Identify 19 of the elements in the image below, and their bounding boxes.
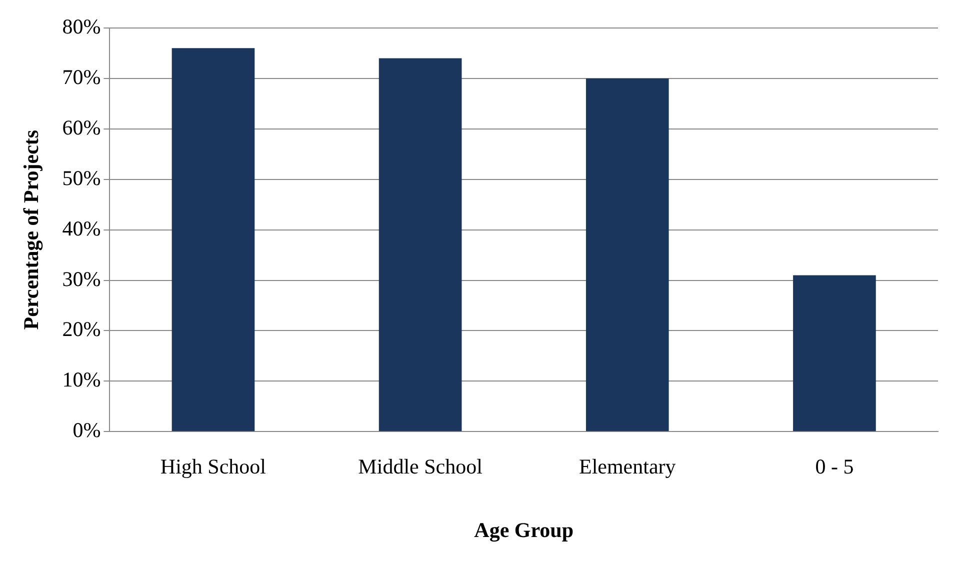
bar [378, 58, 462, 432]
bar [793, 275, 876, 432]
y-tick-label: 20% [62, 317, 101, 342]
x-tick-label: High School [160, 454, 266, 479]
x-axis-title: Age Group [474, 518, 574, 542]
y-tick-label: 80% [62, 14, 101, 39]
y-tick-label: 60% [62, 115, 101, 140]
bar [586, 78, 669, 432]
x-tick-label: 0 - 5 [815, 454, 854, 479]
bar [172, 48, 255, 432]
y-tick-label: 50% [62, 166, 101, 190]
y-tick-label: 10% [62, 368, 101, 392]
y-tick-label: 0% [72, 418, 101, 442]
x-tick-label: Elementary [578, 454, 676, 479]
y-axis-title: Percentage of Projects [19, 130, 44, 330]
y-tick-label: 70% [62, 64, 101, 89]
x-tick-label: Middle School [358, 454, 483, 479]
y-tick-label: 30% [62, 266, 101, 291]
y-tick-label: 40% [62, 216, 101, 240]
